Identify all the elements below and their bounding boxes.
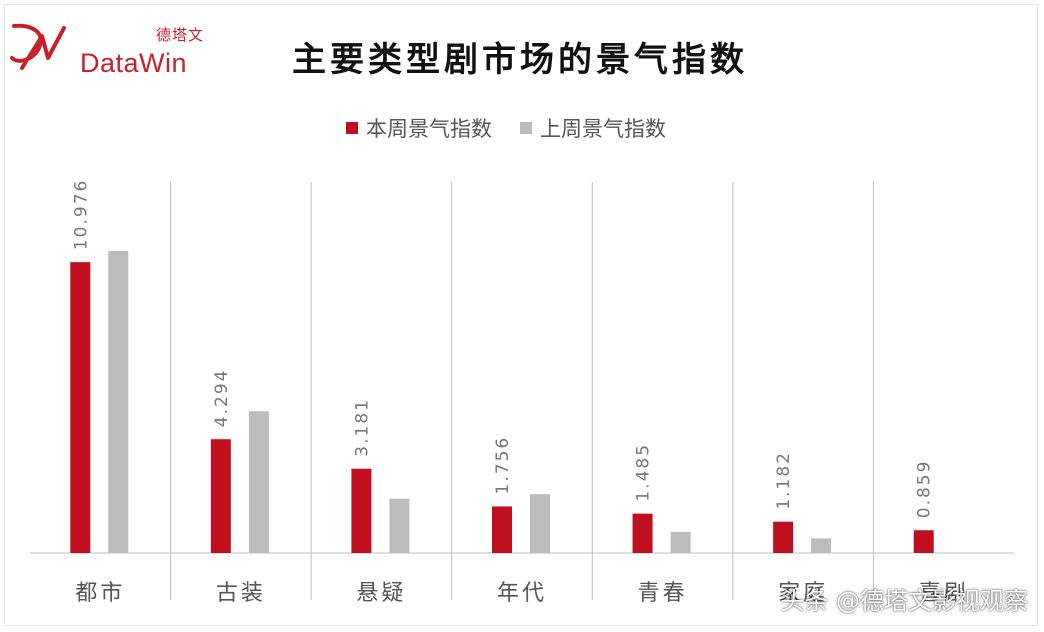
bar-last-week xyxy=(811,538,832,553)
x-tick-label: 家庭 xyxy=(778,581,828,606)
data-label-this-week: 1.485 xyxy=(634,443,654,502)
chart-title: 主要类型剧市场的景气指数 xyxy=(292,40,748,80)
x-tick-label: 喜剧 xyxy=(919,581,969,606)
legend-swatch-last-week xyxy=(520,122,532,134)
bar-this-week xyxy=(351,468,372,553)
bar-last-week xyxy=(389,498,410,553)
bar-this-week xyxy=(210,439,231,553)
chart-frame xyxy=(4,4,1038,626)
legend-swatch-this-week xyxy=(346,122,358,134)
bar-last-week xyxy=(530,494,550,553)
data-label-this-week: 0.859 xyxy=(915,460,935,519)
bar-last-week xyxy=(248,411,269,553)
legend-label-last-week: 上周景气指数 xyxy=(540,117,666,141)
source-watermark: 头条 @德塔文影视观察 xyxy=(780,587,1028,615)
bar-last-week xyxy=(108,250,129,553)
data-label-this-week: 1.756 xyxy=(493,436,513,495)
legend-item-last-week: 上周景气指数 xyxy=(520,113,666,143)
logo-text-cn: 德塔文 xyxy=(156,26,205,44)
data-label-this-week: 3.181 xyxy=(352,398,372,457)
x-tick-label: 古装 xyxy=(216,581,266,606)
bar-this-week xyxy=(492,506,512,553)
data-label-this-week: 4.294 xyxy=(212,369,232,428)
data-label-this-week: 1.182 xyxy=(774,451,794,510)
x-tick-label: 悬疑 xyxy=(356,581,406,606)
datawin-logo: 德塔文 DataWin xyxy=(8,18,208,78)
bar-this-week xyxy=(773,521,794,553)
legend-item-this-week: 本周景气指数 xyxy=(346,113,492,143)
bar-last-week xyxy=(670,531,691,553)
x-tick-label: 年代 xyxy=(497,581,547,606)
bar-this-week xyxy=(70,262,91,553)
x-tick-label: 青春 xyxy=(638,581,688,606)
bar-this-week xyxy=(632,513,653,553)
logo-text-en: DataWin xyxy=(80,48,188,78)
legend-label-this-week: 本周景气指数 xyxy=(366,117,492,141)
chart-legend: 本周景气指数 上周景气指数 xyxy=(346,114,694,142)
datawin-logo-mark-icon xyxy=(10,23,66,70)
data-label-this-week: 10.976 xyxy=(71,179,91,250)
x-tick-label: 都市 xyxy=(75,581,125,606)
bar-this-week xyxy=(913,530,934,553)
